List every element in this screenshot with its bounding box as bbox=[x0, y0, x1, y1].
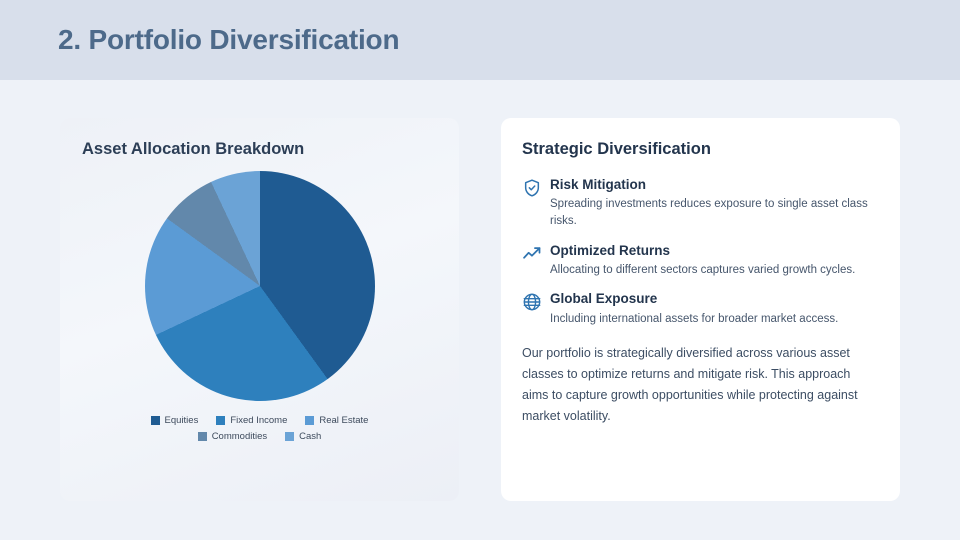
legend-swatch-icon bbox=[150, 416, 160, 425]
feature-body: Global Exposure Including international a… bbox=[550, 291, 878, 327]
asset-allocation-card: Asset Allocation Breakdown Equities Fixed… bbox=[60, 118, 459, 501]
legend-swatch-icon bbox=[197, 432, 207, 441]
legend-item[interactable]: Equities bbox=[150, 415, 199, 426]
feature-title: Risk Mitigation bbox=[550, 177, 647, 192]
feature-list: Risk Mitigation Spreading investments red… bbox=[522, 177, 878, 327]
feature-item: Risk Mitigation Spreading investments red… bbox=[522, 177, 878, 230]
legend-swatch-icon bbox=[305, 416, 315, 425]
shield-check-icon bbox=[522, 178, 542, 198]
legend-item-label: Real Estate bbox=[319, 415, 369, 426]
legend-item[interactable]: Fixed Income bbox=[216, 415, 287, 426]
feature-item: Global Exposure Including international a… bbox=[522, 291, 878, 327]
feature-description: Including international assets for broad… bbox=[550, 312, 839, 325]
legend-item-label: Commodities bbox=[211, 431, 268, 442]
globe-icon bbox=[522, 292, 542, 312]
summary-paragraph: Our portfolio is strategically diversifi… bbox=[522, 346, 858, 424]
legend-item-label: Equities bbox=[164, 415, 199, 426]
legend-item[interactable]: Cash bbox=[285, 431, 321, 442]
strategic-diversification-card: Strategic Diversification Risk Mitigatio… bbox=[501, 118, 900, 501]
legend-swatch-icon bbox=[285, 432, 295, 441]
info-card-title: Strategic Diversification bbox=[522, 140, 711, 158]
feature-title: Global Exposure bbox=[550, 291, 658, 307]
slide-content: Asset Allocation Breakdown Equities Fixed… bbox=[0, 80, 960, 501]
legend-item-label: Cash bbox=[299, 431, 322, 442]
page-title: 2. Portfolio Diversification bbox=[58, 24, 400, 55]
asset-allocation-pie-chart bbox=[144, 171, 375, 401]
legend-item[interactable]: Commodities bbox=[197, 431, 268, 442]
feature-item: Optimized Returns Allocating to different… bbox=[522, 243, 878, 279]
trending-up-icon bbox=[522, 244, 542, 264]
feature-title: Optimized Returns bbox=[550, 242, 671, 258]
feature-description: Spreading investments reduces exposure t… bbox=[550, 198, 868, 227]
feature-body: Risk Mitigation Spreading investments red… bbox=[550, 177, 878, 230]
legend-item-label: Fixed Income bbox=[230, 415, 288, 426]
chart-card-title: Asset Allocation Breakdown bbox=[82, 140, 305, 158]
pie-chart-legend: Equities Fixed Income Real Estate Commoditi… bbox=[126, 415, 394, 442]
legend-swatch-icon bbox=[216, 416, 226, 425]
pie-chart-wrapper bbox=[82, 171, 437, 401]
feature-description: Allocating to different sectors captures… bbox=[550, 263, 856, 276]
legend-item[interactable]: Real Estate bbox=[305, 415, 368, 426]
feature-body: Optimized Returns Allocating to different… bbox=[550, 243, 878, 279]
slide-header: 2. Portfolio Diversification bbox=[0, 0, 960, 80]
